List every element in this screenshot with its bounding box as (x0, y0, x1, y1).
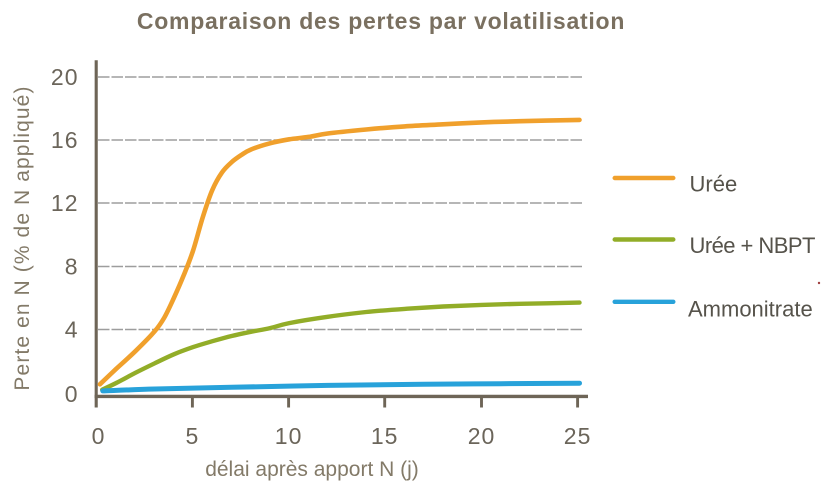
svg-text:16: 16 (51, 127, 79, 153)
svg-text:Perte en N (% de N appliqué): Perte en N (% de N appliqué) (11, 85, 34, 390)
svg-text:15: 15 (371, 423, 399, 449)
svg-text:10: 10 (275, 423, 303, 449)
svg-text:20: 20 (468, 423, 496, 449)
svg-text:12: 12 (51, 190, 79, 216)
svg-text:Urée: Urée (690, 172, 738, 197)
svg-text:Urée + NBPT: Urée + NBPT (690, 233, 815, 258)
svg-text:25: 25 (564, 423, 592, 449)
svg-text:20: 20 (51, 64, 79, 90)
svg-text:Ammonitrate: Ammonitrate (688, 296, 813, 321)
svg-text:délai après apport N (j): délai après apport N (j) (205, 458, 419, 481)
svg-text:5: 5 (186, 423, 200, 449)
svg-text:4: 4 (65, 317, 79, 343)
svg-text:0: 0 (92, 423, 106, 449)
svg-text:8: 8 (65, 254, 79, 280)
svg-text:0: 0 (65, 381, 79, 407)
svg-text:Comparaison des pertes par vol: Comparaison des pertes par volatilisatio… (137, 8, 625, 34)
